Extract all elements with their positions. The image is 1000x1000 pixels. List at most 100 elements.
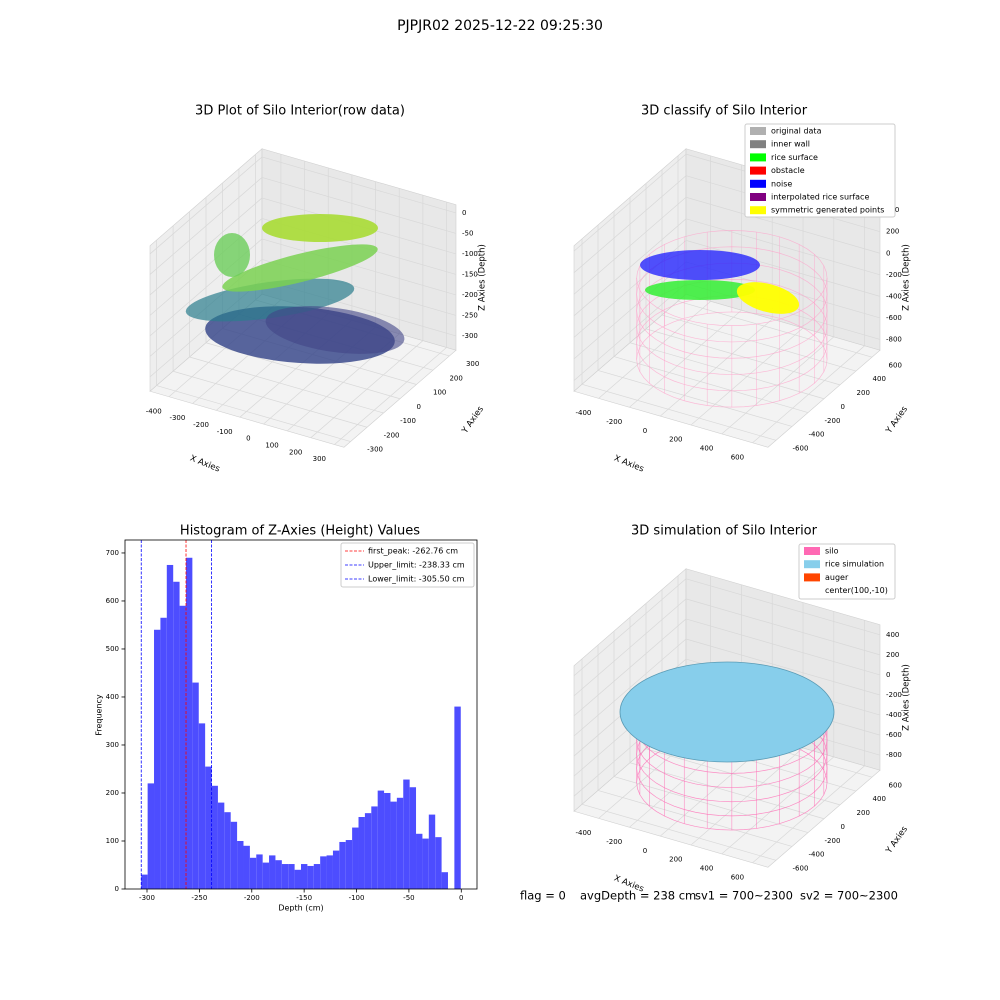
y-tick-label: 400 [106,693,119,701]
grid-line [685,618,881,676]
y-tick-label: 100 [433,389,446,397]
grid-line [149,197,263,296]
y-tick-label: 0 [115,885,119,893]
legend-swatch [750,193,766,201]
x-tick-label: 200 [289,448,302,456]
bar [230,821,238,889]
z-tick-label: 400 [886,631,899,639]
bar [396,797,404,889]
x-tick-label: -300 [169,414,185,422]
grid-line [172,370,368,428]
x-axis-label: X Axies [612,454,645,475]
x-tick-label: 0 [643,847,647,855]
bar [275,860,282,889]
footer-text: sv1 = 700~2300 [695,889,793,903]
grid-line [685,240,881,297]
grid-line [261,156,457,214]
grid-line [573,153,687,252]
y-axis-label: Frequency [95,694,104,736]
bar [384,792,391,889]
grid-line [573,261,687,360]
bar [154,629,161,889]
y-tick-label: 600 [106,597,119,605]
z-axis-label: Z Axies (Depth) [901,244,911,311]
bar [185,557,193,889]
y-tick-label: -600 [793,445,809,453]
grid-line [573,218,687,317]
x-tick-label: 0 [246,435,250,443]
z-tick-label: 200 [886,651,899,659]
grid-line [613,356,809,413]
y-tick-label: -200 [384,431,400,439]
z-tick-label: -300 [462,332,478,340]
bar [371,806,378,889]
legend-label: center(100,-10) [825,586,888,595]
x-tick-label: -200 [193,421,209,429]
legend-label: interpolated rice surface [771,193,869,202]
x-tick-label: -400 [146,407,162,415]
x-tick-label: -100 [217,428,233,436]
bar [179,605,186,889]
grid-line [581,383,777,441]
z-axis-label: Z Axies (Depth) [901,664,911,731]
bar [243,845,250,889]
grid-line [573,196,687,295]
z-tick-label: -800 [886,335,902,343]
chart-title: 3D simulation of Silo Interior [631,524,818,539]
z-tick-label: -150 [462,270,478,278]
y-axis-label: Y Axies [884,404,911,436]
grid-line [149,218,263,316]
legend-label: noise [771,179,792,188]
y-tick-label: -400 [809,431,825,439]
bar [205,766,212,889]
legend-swatch [750,153,766,162]
y-tick-label: 600 [889,781,902,789]
legend-swatch [750,179,766,188]
point-cloud [640,250,760,280]
bar [428,814,436,889]
y-tick-label: 200 [857,389,870,397]
bar [301,864,308,889]
legend-label: first_peak: -262.76 cm [368,547,458,556]
x-tick-label: -50 [403,894,414,902]
bar [262,862,270,889]
grid-line [677,300,873,358]
z-tick-label: -250 [462,311,478,319]
x-tick-label: -150 [296,894,312,902]
chart-title: Histogram of Z-Axies (Height) Values [180,524,420,539]
grid-line [629,342,825,400]
y-tick-label: 100 [106,837,119,845]
grid-line [685,578,881,636]
bar [256,854,263,889]
grid-line [573,618,687,717]
decoration [185,214,835,831]
bar [147,783,155,889]
bar [217,802,225,889]
grid-line [613,776,809,833]
x-tick-label: 600 [731,453,744,461]
y-axis-label: Y Axies [460,404,487,436]
legend-swatch [750,166,766,175]
y-tick-label: 300 [466,360,479,368]
z-tick-label: -800 [886,751,902,759]
z-tick-label: -600 [886,314,902,322]
bar [192,682,199,889]
x-tick-label: -100 [349,894,365,902]
footer-text: sv2 = 700~2300 [800,889,898,903]
z-tick-label: 0 [886,671,890,679]
x-tick-label: -250 [191,894,207,902]
y-tick-label: -300 [367,446,383,454]
suptitle: PJPJR02 2025-12-22 09:25:30 [397,18,603,34]
y-axis-label: Y Axies [884,824,911,856]
bar [160,617,167,889]
bar [307,865,314,889]
bar [332,850,340,889]
x-tick-label: 0 [459,894,463,902]
bar [409,787,417,889]
x-tick-label: 200 [669,436,682,444]
z-tick-label: -400 [886,292,902,300]
z-tick-label: 0 [462,209,466,217]
z-tick-label: -400 [886,711,902,719]
x-tick-label: -400 [575,409,591,417]
grid-line [189,356,384,414]
